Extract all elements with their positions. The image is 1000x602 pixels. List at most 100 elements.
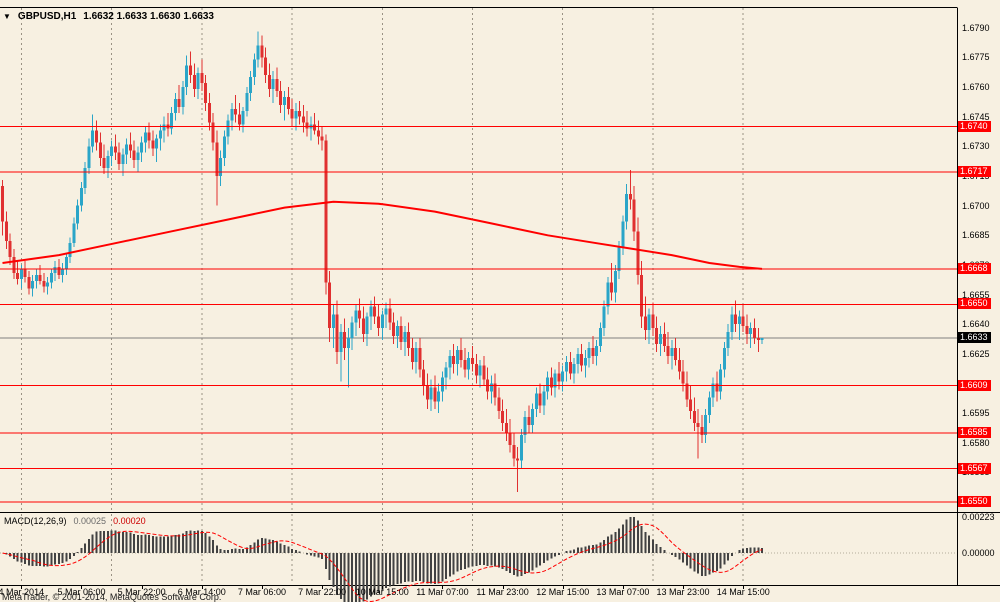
level-line-price-label: 1.6668 (958, 262, 991, 274)
candle-body (76, 205, 80, 224)
candle-body (531, 409, 535, 426)
candle-body (301, 116, 305, 123)
candle-body (204, 83, 208, 103)
candle-body (316, 130, 320, 137)
candle-body (737, 316, 741, 325)
candle-body (591, 347, 595, 356)
candle-body (512, 444, 516, 459)
candle-body (561, 371, 565, 382)
candle-body (91, 130, 95, 147)
candle-body (200, 73, 204, 84)
candle-body (328, 282, 332, 329)
candle-body (140, 142, 144, 153)
candle-body (659, 334, 662, 344)
candle-body (219, 158, 223, 176)
time-axis-label: 5 Mar 06:00 (57, 587, 106, 597)
candle-body (692, 411, 696, 424)
candle-body (31, 280, 35, 289)
time-axis-label: 14 Mar 15:00 (716, 587, 770, 597)
candle-body (113, 146, 117, 153)
candle-body (602, 306, 606, 329)
candle-body (410, 347, 414, 362)
time-axis[interactable]: 4 Mar 2014 5 Mar 06:00 5 Mar 22:00 6 Mar 14… (0, 586, 958, 598)
candle-body (377, 316, 380, 329)
candle-body (459, 349, 463, 360)
candle-body (583, 357, 587, 366)
time-axis-label: 12 Mar 15:00 (536, 587, 590, 597)
candle-body (455, 349, 459, 364)
candle-body (422, 369, 426, 386)
level-line-price-label: 1.6550 (958, 496, 991, 508)
price-axis[interactable]: 1.67901.67751.67601.67451.67301.67151.67… (958, 0, 1000, 586)
candle-body (147, 132, 151, 141)
candle-body (482, 365, 486, 380)
candle-body (651, 314, 655, 329)
candle-body (463, 359, 467, 370)
candle-body (756, 338, 760, 341)
candle-body (211, 122, 215, 143)
candle-body (726, 332, 730, 348)
candle-body (16, 272, 20, 279)
time-axis-tick (562, 586, 564, 589)
candle-body (64, 257, 68, 269)
level-line-price-label: 1.6650 (958, 298, 991, 310)
candle-body (587, 347, 591, 358)
candle-body (320, 136, 324, 141)
candle-body (696, 423, 700, 428)
candle-body (294, 110, 298, 119)
candle-body (136, 152, 140, 161)
candle-body (670, 347, 674, 356)
macd-axis-label: 0.00000 (962, 548, 995, 559)
candle-body (546, 377, 550, 392)
candle-body (339, 332, 343, 352)
candle-body (388, 308, 392, 323)
price-tick-label: 1.6745 (962, 111, 990, 122)
candle-body (132, 150, 136, 161)
candle-body (440, 377, 444, 392)
time-axis-label: 11 Mar 23:00 (476, 587, 529, 597)
candle-body (508, 432, 512, 445)
candle-body (4, 221, 8, 242)
candle-body (42, 280, 46, 287)
candle-body (275, 79, 279, 92)
candle-body (749, 328, 753, 335)
candle-body (151, 140, 155, 149)
price-tick-label: 1.6580 (962, 437, 990, 448)
candle-body (677, 359, 681, 372)
candle-body (606, 282, 610, 307)
candle-body (610, 282, 614, 293)
candle-body (403, 332, 407, 343)
chart-symbol-header: ▼ GBPUSD,H1 1.6632 1.6633 1.6630 1.6633 (3, 11, 214, 22)
level-line-price-label: 1.6717 (958, 166, 991, 178)
candle-body (557, 373, 561, 382)
candle-body (501, 411, 505, 424)
price-tick-label: 1.6730 (962, 141, 990, 152)
candle-body (249, 77, 253, 93)
candle-body (121, 154, 125, 165)
candle-body (636, 231, 640, 275)
candle-body (572, 363, 576, 374)
candle-body (681, 371, 685, 384)
candle-body (117, 152, 121, 165)
level-line-price-label: 1.6585 (958, 426, 991, 438)
macd-signal-value: 0.00020 (113, 516, 146, 526)
candle-body (617, 247, 621, 271)
time-axis-tick (201, 586, 203, 589)
candle-body (83, 168, 87, 188)
time-axis-tick (622, 586, 624, 589)
candle-body (12, 257, 16, 273)
candle-body (666, 345, 670, 356)
candle-body (350, 322, 354, 339)
time-axis-tick (743, 586, 745, 589)
candle-body (106, 156, 110, 169)
candle-body (549, 377, 553, 388)
candle-body (565, 361, 568, 372)
hlines-layer (0, 126, 957, 503)
candle-body (444, 367, 448, 378)
candle-body (711, 383, 715, 398)
candle-body (414, 347, 418, 362)
candle-body (625, 193, 629, 222)
candles-layer (1, 31, 764, 493)
price-tick-label: 1.6700 (962, 200, 990, 211)
